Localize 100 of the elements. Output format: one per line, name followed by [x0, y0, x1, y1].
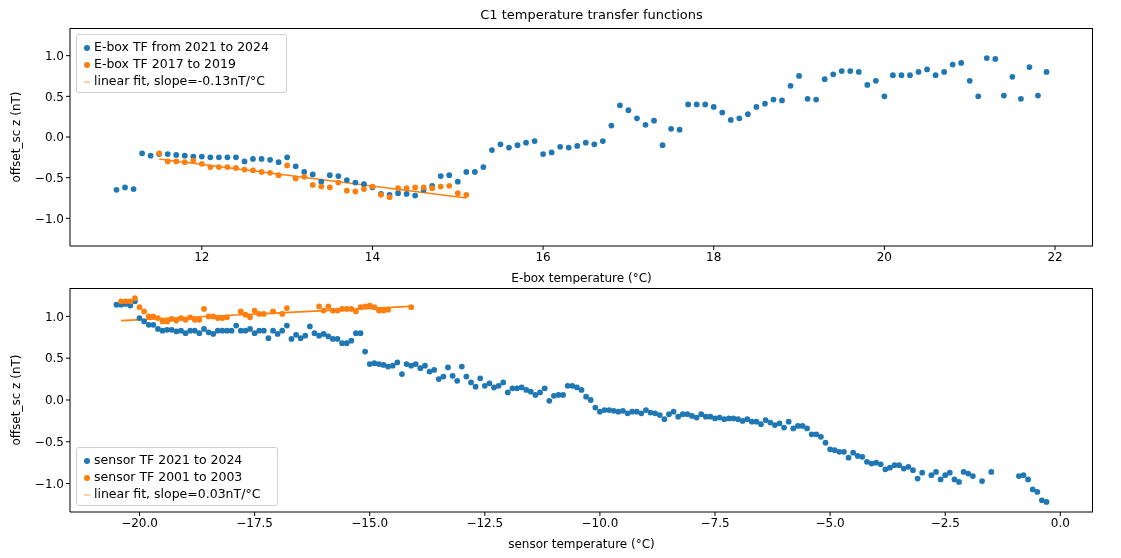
point: [385, 306, 392, 313]
point: [267, 169, 273, 176]
point: [348, 306, 355, 312]
point: [301, 173, 308, 180]
point: [270, 308, 276, 315]
point: [190, 157, 197, 164]
point: [216, 164, 222, 170]
point: [256, 311, 263, 317]
y-tick-label: 0.5: [44, 89, 64, 104]
legend-label: E-box TF 2017 to 2019: [94, 56, 236, 71]
point: [181, 159, 188, 166]
x-tick-label: −10.0: [581, 515, 619, 530]
x-tick-label: −2.5: [930, 515, 960, 530]
point: [164, 318, 171, 325]
point: [403, 185, 410, 192]
point: [214, 315, 221, 321]
point: [283, 305, 290, 311]
point: [251, 307, 258, 314]
point: [343, 187, 350, 194]
point: [260, 311, 267, 317]
point: [224, 314, 230, 321]
point: [463, 191, 470, 198]
point: [233, 165, 239, 171]
y-tick-label: −1.0: [34, 211, 64, 226]
x-tick-label: −12.5: [466, 515, 504, 530]
x-tick-label: −20.0: [121, 515, 158, 530]
point: [237, 308, 244, 315]
y-tick-label: −1.0: [34, 476, 64, 491]
point: [141, 308, 147, 315]
legend-label: E-box TF from 2021 to 2024: [94, 39, 269, 54]
point: [320, 307, 327, 314]
point: [292, 175, 299, 182]
point: [395, 185, 401, 192]
point: [207, 164, 214, 170]
x-tick-label: −15.0: [351, 515, 389, 530]
point: [132, 295, 138, 301]
chart-title: C1 temperature transfer functions: [479, 7, 704, 24]
point: [241, 166, 248, 173]
point: [408, 304, 415, 311]
point: [326, 184, 333, 191]
point: [250, 167, 256, 174]
point: [318, 183, 325, 190]
y-tick-label: 0.0: [44, 130, 64, 145]
y-tick-label: 0.0: [44, 393, 64, 408]
point: [325, 303, 332, 310]
x-axis-title: sensor temperature (°C): [508, 537, 655, 551]
point: [198, 160, 205, 167]
point: [164, 158, 171, 165]
legend-label: sensor TF 2021 to 2024: [94, 452, 243, 467]
point: [155, 315, 161, 321]
x-tick-label: 12: [194, 249, 210, 264]
x-tick-label: 0.0: [1050, 515, 1070, 530]
x-tick-label: −7.5: [700, 515, 730, 530]
x-tick-label: −17.5: [236, 515, 274, 530]
point: [127, 298, 134, 305]
y-tick-label: 1.0: [44, 309, 64, 324]
point: [275, 172, 282, 179]
point: [210, 313, 217, 320]
point: [353, 308, 359, 315]
x-tick-label: 18: [706, 249, 722, 264]
y-tick-label: 1.0: [44, 48, 64, 63]
x-tick-label: 22: [1047, 249, 1063, 264]
y-axis-title: offset_sc z (nT): [9, 354, 24, 446]
y-tick-label: −0.5: [34, 170, 64, 185]
point: [366, 302, 373, 309]
x-axis-title: E-box temperature (°C): [511, 271, 652, 285]
point: [335, 179, 342, 186]
point: [371, 304, 378, 311]
point: [242, 311, 249, 318]
point: [361, 186, 367, 192]
point: [284, 162, 291, 169]
point: [352, 188, 359, 195]
y-axis-title: offset_sc z (nT): [9, 91, 24, 183]
point: [258, 169, 265, 175]
point: [279, 311, 286, 317]
point: [201, 306, 207, 312]
x-tick-label: 16: [535, 249, 551, 264]
point: [196, 316, 203, 323]
x-tick-label: −5.0: [815, 515, 845, 530]
point: [412, 184, 418, 191]
point: [191, 316, 198, 323]
legend-label: sensor TF 2001 to 2003: [94, 469, 243, 484]
x-tick-label: 20: [876, 249, 893, 264]
y-tick-label: −0.5: [34, 435, 64, 450]
legend-label: linear fit, slope=0.03nT/°C: [94, 486, 261, 501]
point: [178, 315, 184, 321]
point: [173, 158, 180, 165]
point: [446, 182, 453, 189]
legend-label: linear fit, slope=-0.13nT/°C: [94, 73, 265, 88]
point: [136, 304, 143, 311]
x-tick-label: 14: [364, 249, 381, 264]
point: [316, 303, 322, 310]
y-tick-label: 0.5: [44, 351, 64, 366]
point: [339, 306, 345, 312]
point: [173, 317, 180, 324]
point: [187, 314, 194, 321]
point: [309, 182, 316, 188]
point: [454, 190, 461, 196]
point: [247, 314, 253, 321]
point: [224, 164, 231, 170]
